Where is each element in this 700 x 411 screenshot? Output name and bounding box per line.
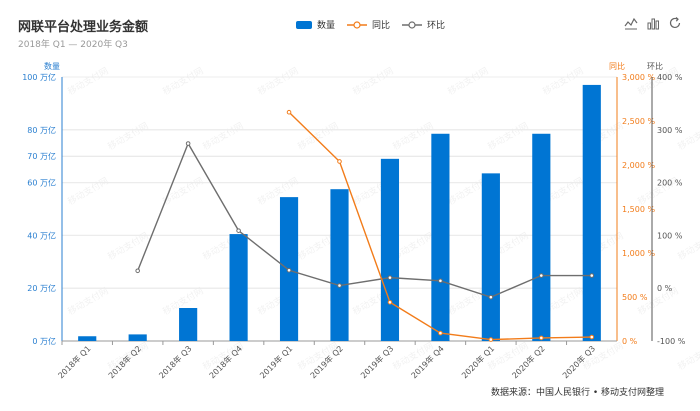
legend-swatch-yoy bbox=[347, 20, 368, 29]
watermark-text: 移动支付网 bbox=[161, 65, 206, 98]
right-outer-axis-tick-label: 300 % bbox=[657, 126, 683, 135]
yoy-point bbox=[539, 335, 544, 341]
right-inner-axis-tick-label: 500 % bbox=[622, 293, 648, 302]
bar-chart-icon[interactable] bbox=[646, 16, 660, 30]
right-inner-axis-tick-label: 2,500 % bbox=[622, 117, 655, 126]
right-outer-axis-tick-label: 100 % bbox=[657, 231, 683, 240]
qoq-point bbox=[539, 273, 544, 278]
watermark-text: 移动支付网 bbox=[161, 175, 206, 208]
chart-subtitle: 2018年 Q1 — 2020年 Q3 bbox=[18, 40, 128, 50]
watermark-text: 移动支付网 bbox=[66, 65, 111, 98]
left-axis-tick-label: 40 万亿 bbox=[27, 230, 56, 240]
legend-label-yoy: 同比 bbox=[372, 21, 391, 31]
qoq-line bbox=[137, 141, 592, 298]
watermark-text: 移动支付网 bbox=[66, 175, 111, 208]
watermark-text: 移动支付网 bbox=[391, 120, 436, 153]
watermark-text: 移动支付网 bbox=[256, 65, 301, 98]
watermark-text: 移动支付网 bbox=[66, 285, 111, 318]
watermark-text: 移动支付网 bbox=[351, 65, 396, 98]
left-axis-tick-label: 70 万亿 bbox=[27, 151, 56, 161]
left-axis-tick-label: 0 万亿 bbox=[32, 336, 56, 346]
qoq-point bbox=[286, 267, 292, 273]
right-inner-axis-title: 同比 bbox=[609, 61, 625, 71]
right-outer-axis-title: 环比 bbox=[647, 61, 663, 71]
qoq-point bbox=[488, 294, 494, 300]
watermark-text: 移动支付网 bbox=[676, 120, 700, 153]
legend-swatch-bars bbox=[296, 20, 312, 29]
yoy-point bbox=[337, 159, 342, 164]
yoy-point bbox=[438, 330, 443, 336]
watermark-text: 移动支付网 bbox=[446, 65, 491, 98]
chart-title: 网联平台处理业务金额 bbox=[18, 20, 149, 35]
legend-item-yoy[interactable]: 同比 bbox=[347, 18, 390, 31]
bar bbox=[229, 234, 248, 341]
x-axis-tick-label: 2019年 Q1 bbox=[257, 343, 294, 380]
qoq-point bbox=[589, 273, 595, 278]
qoq-point bbox=[135, 268, 140, 274]
x-axis-tick-label: 2019年 Q3 bbox=[358, 343, 395, 380]
bar bbox=[330, 189, 349, 341]
bar bbox=[179, 308, 198, 341]
left-axis-tick-label: 20 万亿 bbox=[27, 283, 56, 293]
yoy-point bbox=[286, 109, 292, 115]
legend-label-qoq: 环比 bbox=[427, 21, 446, 31]
x-axis-tick-label: 2018年 Q3 bbox=[157, 343, 194, 380]
qoq-point bbox=[438, 278, 443, 284]
bar bbox=[582, 84, 601, 342]
legend-item-bars[interactable]: 数量 bbox=[296, 18, 335, 31]
right-outer-axis-tick-label: 0 % bbox=[657, 284, 673, 293]
legend-label-bars: 数量 bbox=[317, 21, 336, 31]
bar bbox=[78, 336, 97, 341]
qoq-point bbox=[337, 283, 342, 288]
data-source: 数据来源：中国人民银行 • 移动支付网整理 bbox=[490, 388, 664, 398]
legend-swatch-qoq bbox=[402, 20, 423, 29]
right-inner-axis-tick-label: 2,000 % bbox=[622, 161, 655, 170]
yoy-point bbox=[589, 334, 595, 340]
watermark-text: 移动支付网 bbox=[106, 230, 151, 263]
qoq-point bbox=[185, 141, 191, 146]
right-inner-axis-tick-label: 1,500 % bbox=[622, 205, 655, 214]
left-axis-tick-label: 100 万亿 bbox=[22, 72, 56, 82]
qoq-point bbox=[236, 228, 241, 233]
legend-item-qoq[interactable]: 环比 bbox=[402, 18, 445, 31]
qoq-point bbox=[387, 275, 393, 280]
bar bbox=[481, 173, 500, 341]
watermark-text: 移动支付网 bbox=[201, 120, 246, 153]
right-inner-axis-tick-label: 1,000 % bbox=[622, 249, 655, 258]
bar bbox=[532, 133, 551, 341]
x-axis-tick-label: 2018年 Q1 bbox=[56, 343, 93, 380]
yoy-point bbox=[488, 337, 494, 342]
legend: 数量 同比 环比 bbox=[296, 18, 445, 31]
watermark-text: 移动支付网 bbox=[106, 120, 151, 153]
right-inner-axis-tick-label: 0 % bbox=[622, 337, 638, 346]
bar bbox=[431, 133, 450, 341]
watermark-text: 移动支付网 bbox=[541, 65, 586, 98]
bar bbox=[128, 334, 147, 341]
right-outer-axis-tick-label: 400 % bbox=[657, 73, 683, 82]
right-inner-axis-tick-label: 3,000 % bbox=[622, 73, 655, 82]
right-outer-axis-tick-label: 200 % bbox=[657, 179, 683, 188]
left-axis-tick-label: 80 万亿 bbox=[27, 125, 56, 135]
left-axis-title: 数量 bbox=[44, 61, 60, 71]
line-chart-icon[interactable] bbox=[624, 16, 638, 30]
toolbox bbox=[624, 16, 682, 30]
left-axis-tick-label: 60 万亿 bbox=[27, 178, 56, 188]
watermark-text: 移动支付网 bbox=[486, 120, 531, 153]
refresh-icon[interactable] bbox=[668, 16, 682, 30]
bar bbox=[380, 158, 400, 341]
yoy-point bbox=[387, 299, 393, 305]
right-outer-axis-tick-label: -100 % bbox=[657, 337, 686, 346]
